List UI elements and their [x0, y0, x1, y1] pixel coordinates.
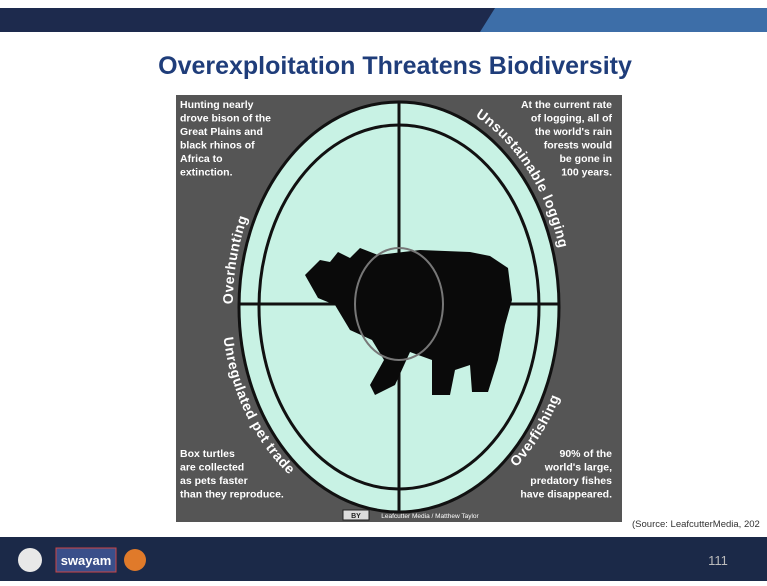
corner-note-line: of logging, all of	[531, 113, 613, 125]
corner-note-line: 100 years.	[561, 167, 612, 179]
corner-note-line: Great Plains and	[180, 126, 263, 138]
corner-note-line: Hunting nearly	[180, 99, 254, 111]
title: Overexploitation Threatens Biodiversity	[158, 52, 632, 80]
logo-seal	[18, 548, 42, 572]
corner-note-line: extinction.	[180, 167, 233, 179]
logo-nptel	[124, 549, 146, 571]
corner-note-line: Box turtles	[180, 448, 235, 460]
corner-note-line: have disappeared.	[520, 489, 612, 501]
corner-note-line: forests would	[544, 140, 612, 152]
license: BY	[351, 513, 361, 520]
logo-text: swayam	[61, 553, 112, 568]
corner-note-line: as pets faster	[180, 475, 248, 487]
corner-note-line: than they reproduce.	[180, 489, 284, 501]
top-band-accent	[480, 8, 767, 32]
corner-note-line: black rhinos of	[180, 140, 255, 152]
corner-note-line: predatory fishes	[530, 475, 612, 487]
slide: Overexploitation Threatens Biodiversity …	[0, 0, 767, 581]
corner-note-line: Africa to	[180, 153, 223, 165]
corner-note-line: be gone in	[560, 153, 613, 165]
credit: Leafcutter Media / Matthew Taylor	[381, 513, 479, 520]
corner-note-line: drove bison of the	[180, 113, 271, 125]
figure: Overhunting Unsustainable logging Unregu…	[176, 95, 622, 522]
page-number: 111	[708, 553, 728, 568]
corner-note-line: are collected	[180, 462, 244, 474]
source: (Source: LeafcutterMedia, 202	[632, 519, 760, 530]
corner-note-line: 90% of the	[559, 448, 612, 460]
corner-note-line: world's large,	[544, 462, 612, 474]
corner-note-line: At the current rate	[521, 99, 612, 111]
corner-note-line: the world's rain	[535, 126, 612, 138]
